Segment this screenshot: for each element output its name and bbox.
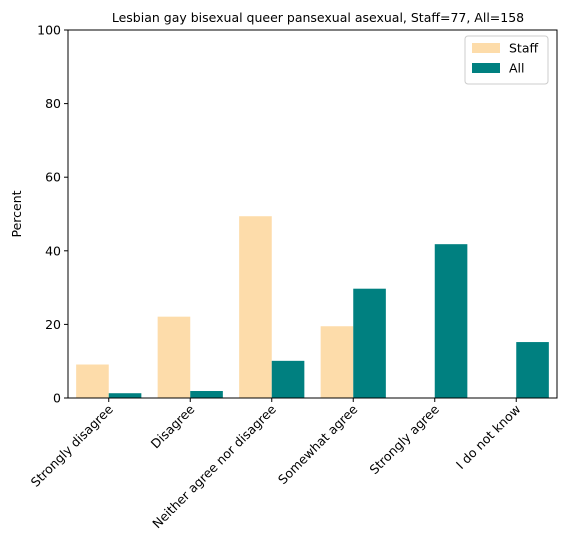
bar-all	[190, 391, 223, 398]
bar-staff	[157, 316, 191, 398]
bar-all	[516, 342, 549, 398]
legend-swatch-all	[472, 63, 500, 73]
bar-staff	[320, 326, 354, 398]
x-tick-label: Somewhat agree	[275, 401, 361, 487]
y-tick-label: 0	[53, 391, 61, 406]
legend-label-all: All	[509, 61, 525, 76]
bar-staff	[239, 216, 272, 398]
legend: Staff All	[464, 35, 549, 85]
bar-all	[271, 360, 305, 398]
y-tick-label: 60	[45, 170, 61, 185]
x-tick-label: Strongly disagree	[28, 401, 116, 489]
y-tick-label: 20	[45, 317, 61, 332]
y-tick-label: 100	[37, 23, 61, 38]
y-tick-label: 40	[45, 243, 61, 258]
legend-label-staff: Staff	[509, 41, 538, 56]
x-tick-label: Disagree	[148, 401, 198, 451]
bar-all	[434, 244, 468, 398]
x-tick-label: I do not know	[453, 402, 524, 473]
axes-frame	[67, 29, 558, 399]
y-axis-label: Percent	[9, 190, 24, 237]
bar-staff	[76, 364, 109, 398]
bar-all	[353, 288, 386, 398]
legend-swatch-staff	[472, 43, 500, 53]
y-tick-label: 80	[45, 96, 61, 111]
bar-all	[108, 393, 142, 398]
chart-title: Lesbian gay bisexual queer pansexual ase…	[112, 10, 524, 25]
x-tick-label: Strongly agree	[366, 401, 442, 477]
